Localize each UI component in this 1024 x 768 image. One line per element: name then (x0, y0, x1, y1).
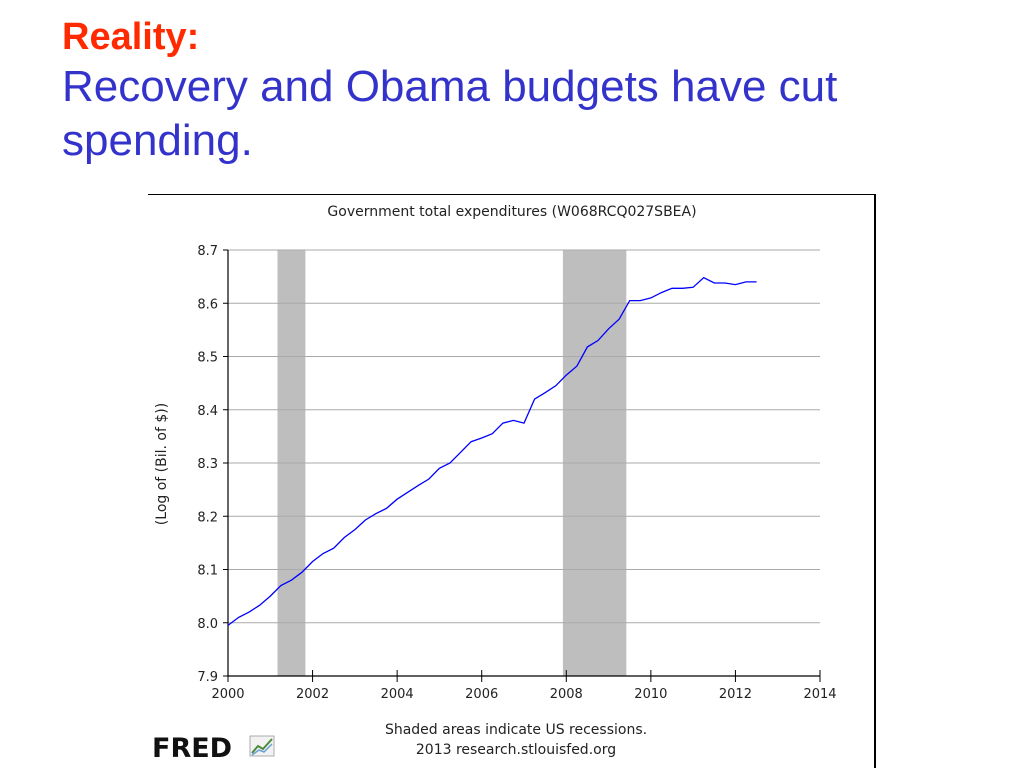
fred-logo-text: FRED (152, 733, 232, 764)
x-tick-label: 2008 (550, 687, 583, 702)
footnote-recessions: Shaded areas indicate US recessions. (385, 722, 647, 738)
slide-heading: Reality: Recovery and Obama budgets have… (62, 14, 942, 168)
y-tick-label: 7.9 (197, 670, 218, 685)
x-tick-label: 2010 (634, 687, 667, 702)
x-tick-label: 2012 (719, 687, 752, 702)
fred-logo: FRED (152, 733, 275, 764)
y-tick-label: 8.7 (197, 244, 218, 259)
x-tick-label: 2014 (803, 687, 836, 702)
fred-logo-chart-icon (249, 735, 275, 757)
y-axis-label: (Log of (Bil. of $)) (154, 403, 170, 525)
x-tick-label: 2000 (211, 687, 244, 702)
chart-frame-right-border (874, 194, 876, 768)
y-tick-label: 8.1 (197, 564, 218, 579)
heading-label: Reality: (62, 16, 200, 58)
y-tick-label: 8.5 (197, 351, 218, 366)
y-tick-label: 8.3 (197, 457, 218, 472)
chart-frame-top-border (148, 194, 876, 195)
footnote-source: 2013 research.stlouisfed.org (416, 742, 616, 758)
x-tick-label: 2004 (381, 687, 414, 702)
chart-frame: 7.9 8.0 8.1 8.2 8.3 8.4 8.5 8.6 8.7 2000 2002 2004 2… (148, 194, 876, 768)
x-tick-label: 2006 (465, 687, 498, 702)
x-tick-label: 2002 (296, 687, 329, 702)
y-tick-label: 8.0 (197, 617, 218, 632)
series-layer (227, 276, 757, 626)
heading-text: Recovery and Obama budgets have cut spen… (62, 62, 838, 165)
y-tick-label: 8.6 (197, 297, 218, 312)
y-tick-label: 8.4 (197, 404, 218, 419)
axis-ticks: 7.9 8.0 8.1 8.2 8.3 8.4 8.5 8.6 8.7 2000 2002 2004 2… (197, 244, 836, 702)
chart-svg: 7.9 8.0 8.1 8.2 8.3 8.4 8.5 8.6 8.7 2000 2002 2004 2… (152, 204, 837, 764)
chart-title: Government total expenditures (W068RCQ02… (327, 204, 696, 220)
series-line-1 (227, 276, 757, 626)
y-tick-label: 8.2 (197, 510, 218, 525)
gridlines (228, 249, 820, 624)
